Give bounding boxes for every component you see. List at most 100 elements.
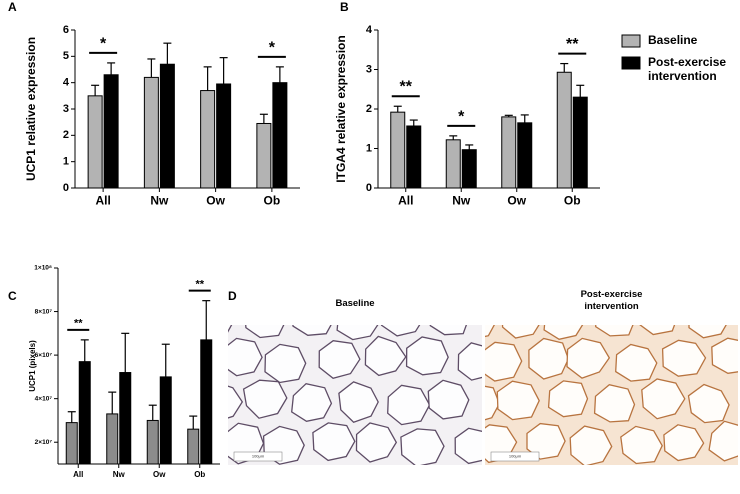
adipocyte [620, 425, 663, 465]
significance-label: * [100, 35, 107, 52]
adipocyte [387, 384, 431, 426]
bar [445, 139, 461, 189]
x-tick-label: Ow [153, 470, 166, 479]
scale-bar-label: 100μm [509, 454, 522, 459]
x-tick-label: Nw [150, 193, 169, 207]
y-tick-label: 1 [366, 142, 372, 154]
y-axis-label: UCP1 relative expression [24, 37, 38, 181]
adipocyte [547, 380, 589, 418]
adipocyte [543, 325, 584, 340]
bar [200, 339, 213, 465]
bar [572, 96, 588, 189]
adipocyte [663, 424, 705, 462]
adipocyte [338, 381, 379, 423]
adipocyte [688, 325, 727, 339]
legend-label: Post-exercise intervention [648, 55, 727, 83]
adipocyte [501, 325, 540, 339]
significance-label: ** [74, 318, 83, 330]
panel-label: D [228, 289, 237, 303]
adipocyte [228, 385, 244, 419]
y-tick-label: 4 [366, 24, 373, 36]
adipocyte [708, 420, 738, 462]
y-tick-label: 1 [63, 156, 69, 168]
x-tick-label: Nw [452, 193, 471, 207]
y-tick-label: 0 [366, 182, 372, 194]
x-tick-label: Ob [564, 193, 581, 207]
adipocyte [427, 379, 470, 420]
y-tick-label: 8×10⁷ [35, 308, 53, 315]
adipocyte [291, 382, 333, 422]
adipocyte [292, 325, 332, 336]
y-tick-label: 0 [63, 182, 69, 194]
bar [146, 419, 159, 465]
adipocyte [318, 340, 361, 380]
panel-label: A [8, 0, 17, 14]
bar [200, 90, 216, 189]
x-tick-label: All [95, 193, 110, 207]
adipocyte [526, 422, 566, 460]
y-tick-label: 3 [366, 63, 372, 75]
adipocyte [228, 325, 233, 333]
y-tick-label: 2×10⁷ [35, 439, 53, 446]
bar [78, 361, 91, 465]
significance-label: ** [566, 36, 579, 53]
adipocyte [405, 336, 449, 376]
significance-label: * [458, 108, 465, 125]
bar [517, 122, 533, 189]
adipocyte [454, 427, 482, 465]
significance-label: * [269, 39, 276, 56]
bar [256, 122, 272, 189]
adipocyte [639, 325, 676, 336]
x-tick-label: Ow [206, 193, 225, 207]
y-tick-label: 1×10⁸ [34, 265, 52, 272]
legend-label: Baseline [648, 33, 698, 47]
x-tick-label: Ob [264, 193, 281, 207]
micrograph-title: Post-exercise intervention [580, 289, 643, 312]
adipocyte [593, 383, 636, 423]
bar [461, 149, 477, 189]
adipocyte [615, 343, 658, 382]
adipocyte [496, 380, 540, 421]
adipocyte [485, 341, 523, 382]
bar [159, 376, 172, 465]
legend-swatch [621, 34, 641, 48]
bar [216, 83, 232, 189]
adipocyte [312, 422, 356, 462]
scale-bar-label: 100μm [252, 454, 265, 459]
y-tick-label: 2 [63, 129, 69, 141]
adipocyte [566, 337, 611, 379]
y-tick-label: 6×10⁷ [35, 352, 53, 359]
bar [159, 63, 175, 189]
y-tick-label: 4×10⁷ [35, 395, 53, 402]
adipocyte [355, 422, 398, 463]
y-tick-label: 5 [63, 50, 69, 62]
adipocyte [336, 325, 379, 341]
micrograph [228, 325, 482, 465]
adipocyte [242, 379, 288, 419]
y-tick-label: 4 [63, 77, 70, 89]
bar [187, 428, 200, 465]
adipocyte [569, 425, 613, 465]
micrograph [485, 325, 738, 465]
micrograph-title: Baseline [335, 298, 375, 309]
scale-bar-box [490, 451, 540, 462]
panel-label: C [8, 289, 17, 303]
y-axis-label: UCP1 (pixels) [28, 340, 37, 392]
adipocyte [485, 385, 501, 421]
bar [103, 74, 119, 189]
x-tick-label: Ob [194, 470, 205, 479]
y-tick-label: 6 [63, 24, 69, 36]
scale-bar-box [233, 451, 283, 462]
bar [119, 372, 132, 465]
adipocyte [245, 325, 285, 339]
adipocyte [687, 383, 730, 424]
adipocyte [595, 325, 634, 337]
y-tick-label: 3 [63, 103, 69, 115]
x-tick-label: Nw [113, 470, 126, 479]
adipocyte [264, 343, 307, 384]
bar [390, 111, 406, 189]
adipocyte [364, 335, 407, 377]
bar [143, 76, 159, 189]
